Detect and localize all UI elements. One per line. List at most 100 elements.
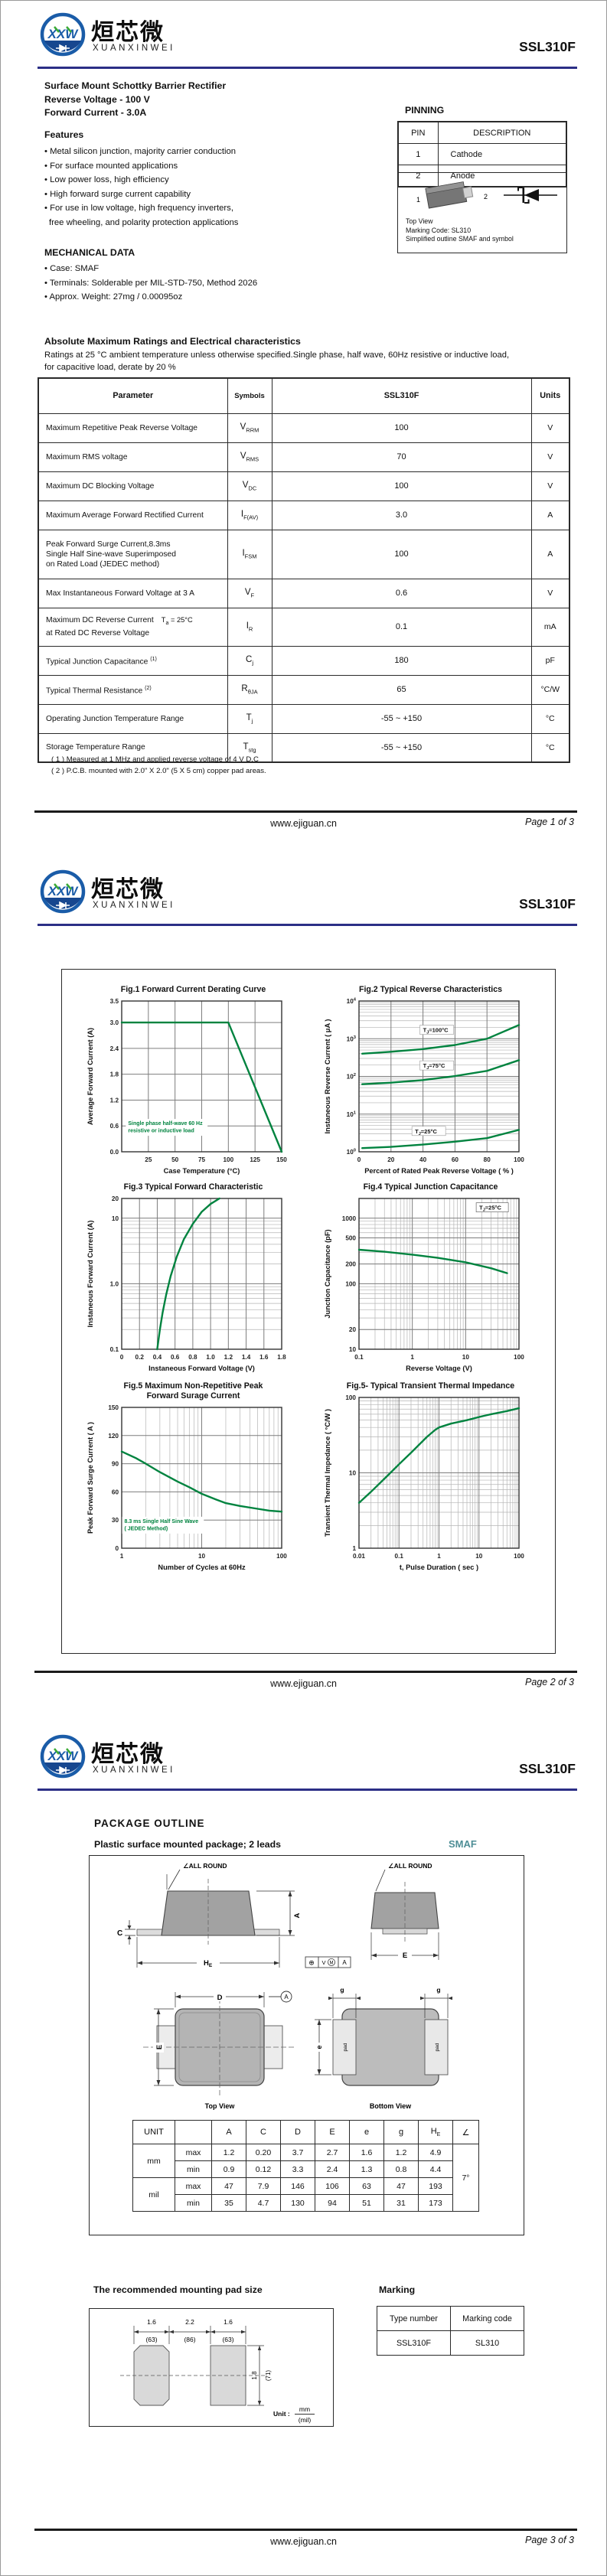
unit-num: mm [299,2405,310,2413]
fig3-title: Fig.3 Typical Forward Characteristic [123,1182,263,1192]
pinning-col-desc: DESCRIPTION [437,121,567,144]
table-header-row: Parameter Symbols SSL310F Units [38,377,570,414]
fig6-canvas: 0.01 0.1 1 10 100 1 10 100 t, Pulse Duration ( s… [324,1394,524,1571]
pad-dim: (63) [145,2336,157,2343]
dim-he-label: HE [204,1959,213,1968]
svg-text:80: 80 [484,1156,491,1163]
svg-text:0: 0 [115,1545,119,1552]
svg-text:1: 1 [410,1354,414,1361]
svg-text:90: 90 [112,1461,119,1468]
svg-text:1.2: 1.2 [110,1097,119,1104]
svg-text:100: 100 [514,1156,524,1163]
svg-text:10: 10 [349,1470,357,1477]
list-item: free wheeling, and polarity protection a… [49,217,239,227]
svg-text:3.0: 3.0 [110,1019,119,1026]
part-number: SSL310F [519,1761,576,1776]
ratings-condition-line: Ratings at 25 °C ambient temperature unl… [44,351,510,360]
svg-text:60: 60 [452,1156,459,1163]
svg-text:75: 75 [198,1156,206,1163]
svg-text:Instaneous Forward Current (A): Instaneous Forward Current (A) [86,1221,94,1328]
svg-text:20: 20 [112,1195,119,1202]
table-row: mil max 47 7.9 146 106 63 47 193 [132,2177,479,2212]
svg-text:3.5: 3.5 [110,998,119,1005]
package-outline-drawing: ∠ALL ROUND C HE A [117,1862,452,2110]
company-name-cn: 烜芯微 [91,1742,165,1767]
svg-text:1.0: 1.0 [110,1280,119,1287]
list-item: • Case: SMAF [44,264,100,273]
footer-website: www.ejiguan.cn [270,2536,337,2547]
table-row: Peak Forward Surge Current,8.3ms Single … [38,529,570,579]
fig2-canvas: TJ=100°C TJ=75°C TJ=25°C 0 20 40 60 80 100 100 101… [324,998,524,1176]
table-row: Maximum RMS voltage VRMS 70 V [38,442,570,472]
svg-text:0.4: 0.4 [153,1354,162,1361]
svg-text:8.3 ms Single Half Sine Wave: 8.3 ms Single Half Sine Wave [124,1519,198,1524]
bottom-view-caption: Bottom View [370,2102,412,2110]
table-row: SSL310F SL310 [377,2330,524,2356]
unit-label: Unit : [273,2410,290,2418]
marking-heading: Marking [379,2284,416,2295]
dim-g-label: g [340,1986,344,1994]
svg-text:1: 1 [437,1553,441,1560]
svg-text:Junction Capacitance (pF): Junction Capacitance (pF) [324,1229,331,1318]
svg-text:100: 100 [347,1149,356,1156]
pad-label: pad [435,2043,440,2051]
svg-text:0.8: 0.8 [188,1354,197,1361]
table-row: Maximum DC Blocking Voltage VDC 100 V [38,471,570,501]
fig1-canvas: Single phase half-wave 60 Hz resistive or… [86,998,287,1175]
logo-monogram: XXW [47,884,80,898]
footer-rule [34,1671,577,1673]
svg-text:⊕: ⊕ [308,1959,315,1967]
pad-dim: 1.8 [251,2371,258,2380]
figure-fig2: Fig.2 Typical Reverse Characteristics TJ=… [322,985,539,1181]
svg-text:0.6: 0.6 [110,1123,119,1130]
header-rule [38,67,577,69]
col-value: SSL310F [271,377,532,414]
svg-text:100: 100 [345,1394,356,1401]
company-name-en: XUANXINWEI [93,1766,175,1775]
dimensions-table: UNIT A C D E e g HE ∠ mm max 1.2 0.20 3.… [132,2120,479,2212]
list-item: • High forward surge current capability [44,189,191,199]
footer-rule [34,2529,577,2531]
dim-g-label: g [436,1986,440,1994]
figure-fig4: Fig.4 Typical Junction Capacitance TJ=25°… [322,1182,539,1378]
svg-text:1.0: 1.0 [206,1354,215,1361]
footnote-2: ( 2 ) P.C.B. mounted with 2.0" X 2.0" (5… [51,767,266,775]
dim-e-small-label: e [315,2045,323,2049]
package-outline-box: ∠ALL ROUND C HE A [89,1855,524,2235]
svg-text:A: A [342,1959,347,1966]
svg-text:0.6: 0.6 [171,1354,180,1361]
svg-text:0.01: 0.01 [353,1553,365,1560]
fig2-title: Fig.2 Typical Reverse Characteristics [358,985,503,994]
page-1: XXW 烜芯微 XUANXINWEI SSL310F Surface Mount… [1,1,606,858]
svg-text:Case Temperature (°C): Case Temperature (°C) [164,1167,240,1175]
package-illustration-box: 1 2 Top View Marking Code: SL310 Simplif… [397,172,567,253]
company-logo-icon: XXW [39,869,88,923]
svg-text:104: 104 [347,998,357,1006]
footnotes: ( 1 ) Measured at 1 MHz and applied reve… [51,754,266,777]
list-item: • For use in low voltage, high frequency… [44,204,233,213]
svg-text:500: 500 [345,1235,356,1242]
footer-page-number: Page 1 of 3 [525,817,574,827]
svg-text:TJ=25°C: TJ=25°C [415,1128,437,1136]
marking-table: Type number Marking code SSL310F SL310 [377,2306,524,2356]
marking-code: SL310 [450,2330,524,2356]
svg-text:Reverse Voltage (V): Reverse Voltage (V) [406,1365,472,1372]
svg-text:0.0: 0.0 [110,1149,119,1156]
table-row: Maximum Average Forward Rectified Curren… [38,500,570,530]
fig1-title: Fig.1 Forward Current Derating Curve [120,985,266,994]
product-title: Surface Mount Schottky Barrier Rectifier… [44,80,226,120]
marking-type-number: SSL310F [377,2330,451,2356]
table-row: Maximum DC Reverse Current Ta = 25°C at R… [38,607,570,647]
svg-text:Single phase half-wave 60 Hz: Single phase half-wave 60 Hz [128,1121,203,1127]
svg-text:103: 103 [347,1035,357,1043]
svg-text:Transient Thermal Impedance (: Transient Thermal Impedance ( °C/W ) [324,1409,331,1537]
svg-text:0.2: 0.2 [135,1354,145,1361]
pin-description: Cathode [437,143,567,165]
pad-dim: 1.6 [147,2318,156,2326]
top-view-caption: Top View [205,2102,236,2110]
svg-text:10: 10 [475,1553,483,1560]
package-subtitle: Plastic surface mounted package; 2 leads [94,1839,281,1850]
col-units: Units [530,377,570,414]
figure-fig1: Fig.1 Forward Current Derating Curve Sing… [85,985,302,1181]
company-name-en: XUANXINWEI [93,901,175,910]
